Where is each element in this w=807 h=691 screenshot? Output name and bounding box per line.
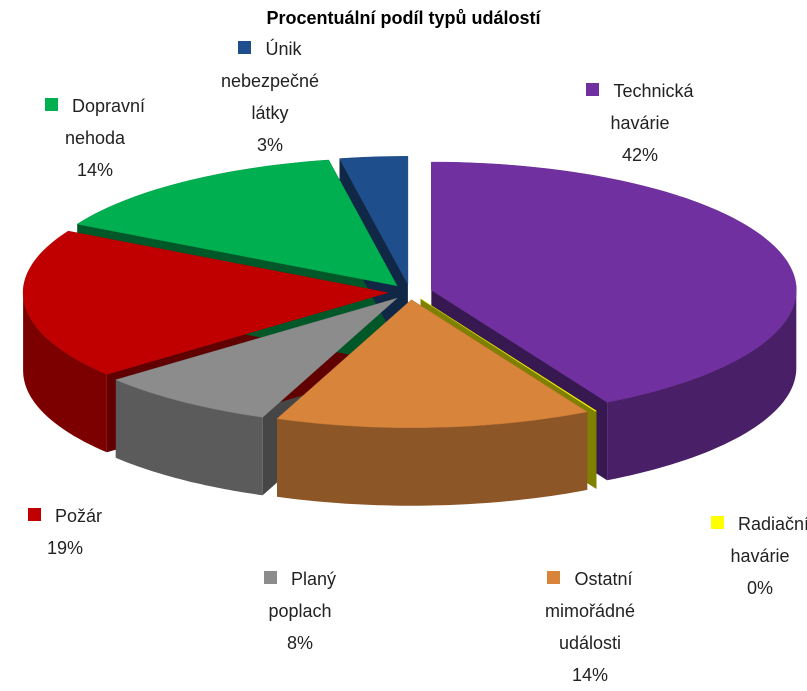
value-label: 19% (46, 538, 84, 558)
slice (431, 161, 797, 403)
data-label: Ostatní mimořádné události 14% (525, 563, 655, 691)
legend-swatch (27, 508, 41, 521)
category-label: Dopravní nehoda (64, 96, 146, 148)
category-label: Únik nebezpečné látky (220, 39, 320, 123)
value-label: 14% (76, 160, 114, 180)
slice (420, 298, 598, 412)
slice-side (607, 290, 797, 481)
legend-swatch (547, 571, 561, 584)
legend-swatch (44, 98, 58, 111)
legend-swatch (238, 41, 252, 54)
category-label: Radiační havárie (730, 514, 807, 566)
slice-side (277, 411, 588, 506)
data-label: Radiační havárie 0% (695, 508, 807, 604)
value-label: 0% (746, 578, 773, 598)
value-label: 3% (256, 135, 283, 155)
value-label: 8% (286, 633, 313, 653)
category-label: Planý poplach (268, 569, 337, 621)
category-label: Ostatní mimořádné události (544, 569, 636, 653)
slice (76, 159, 398, 287)
category-label: Technická havárie (610, 81, 694, 133)
slice (115, 297, 398, 418)
category-label: Požár (54, 506, 103, 526)
value-label: 14% (571, 665, 609, 685)
legend-swatch (263, 571, 277, 584)
value-label: 42% (621, 145, 659, 165)
data-label: Dopravní nehoda 14% (30, 90, 160, 186)
chart-title: Procentuální podíl typů událostí (266, 8, 541, 28)
data-label: Planý poplach 8% (235, 563, 365, 659)
slice-side (115, 379, 263, 496)
legend-swatch (710, 516, 724, 529)
legend-swatch (586, 83, 600, 96)
slice-side (23, 292, 107, 453)
data-label: Požár 19% (0, 500, 130, 564)
slice (339, 156, 409, 285)
data-label: Technická havárie 42% (575, 75, 705, 171)
slice (22, 230, 389, 375)
data-label: Únik nebezpečné látky 3% (205, 33, 335, 161)
slice (276, 299, 588, 428)
